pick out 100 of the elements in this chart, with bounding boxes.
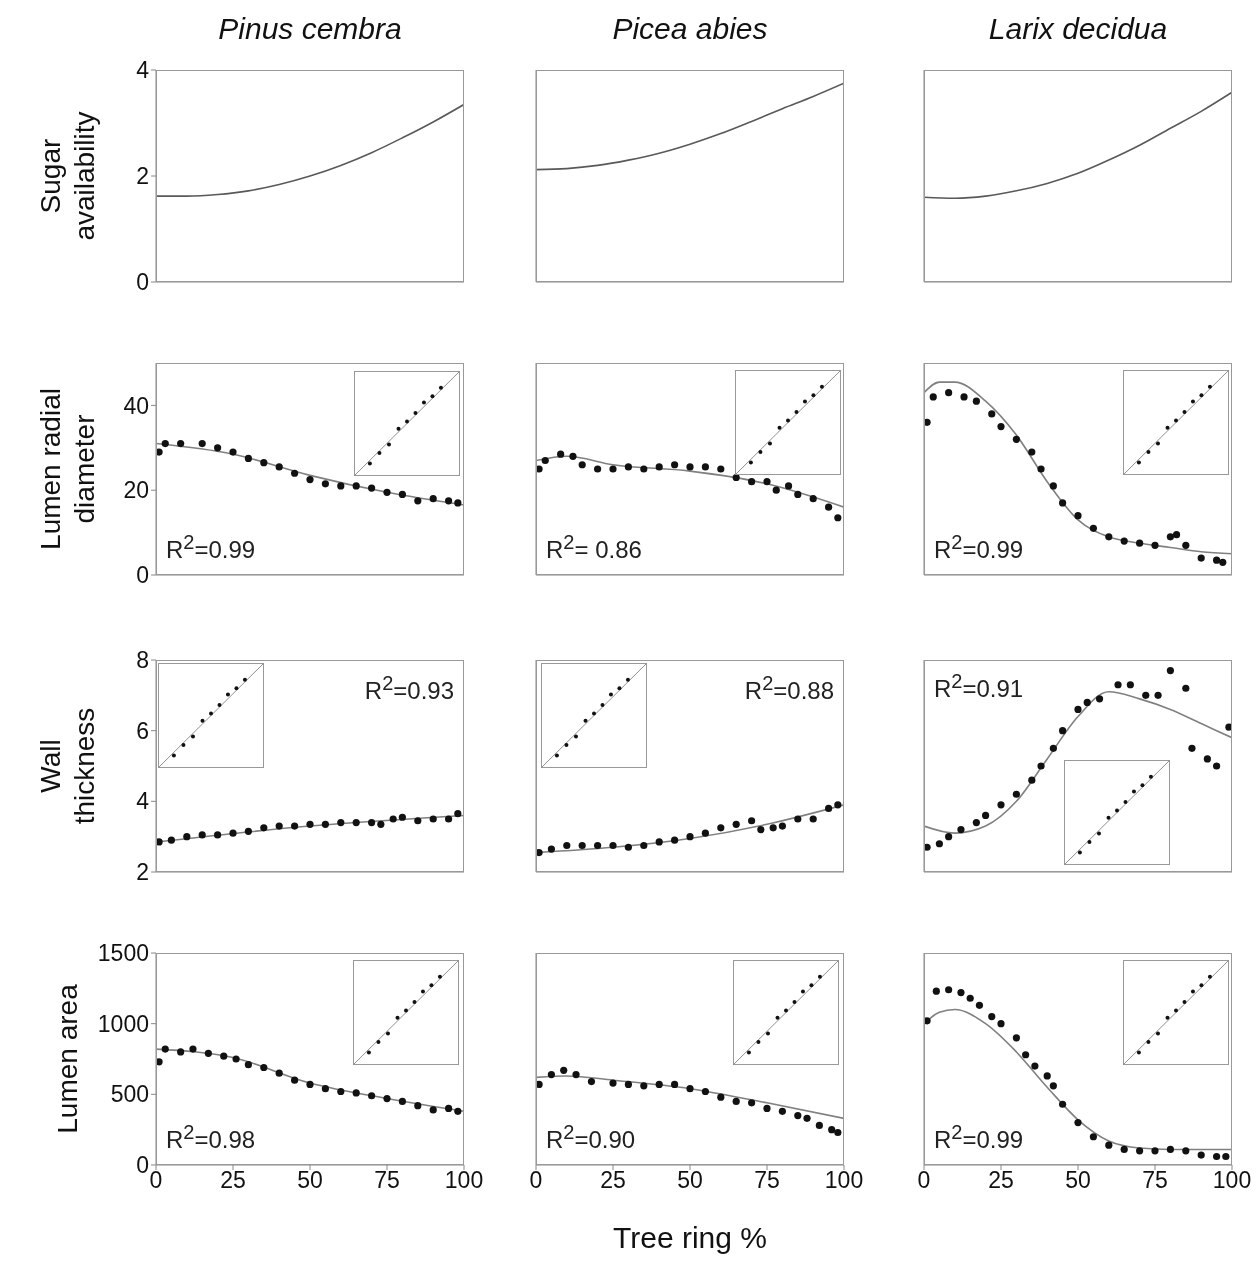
- y-tick-label: 4: [136, 57, 150, 84]
- point: [398, 490, 406, 499]
- point: [624, 1080, 632, 1089]
- point: [1012, 435, 1020, 443]
- point: [177, 1048, 185, 1056]
- point: [563, 841, 571, 850]
- point: [156, 448, 163, 456]
- point: [640, 465, 648, 473]
- annotation: R$^{2}$=0.88: [744, 672, 834, 705]
- y-tick-label: 8: [136, 647, 149, 674]
- point: [640, 1082, 648, 1090]
- point: [383, 1094, 391, 1103]
- point: [1213, 1152, 1221, 1161]
- point: [572, 1070, 580, 1079]
- point: [732, 820, 740, 828]
- point: [717, 1093, 725, 1101]
- point: [198, 439, 206, 448]
- point: [1012, 790, 1020, 798]
- point: [1049, 744, 1057, 752]
- point: [686, 833, 694, 841]
- point: [957, 988, 965, 997]
- point: [924, 843, 931, 851]
- point: [291, 1076, 299, 1084]
- point: [794, 815, 802, 823]
- point: [655, 838, 663, 846]
- point: [945, 833, 953, 841]
- point: [368, 484, 376, 492]
- point: [778, 1107, 786, 1115]
- point: [1043, 1072, 1051, 1080]
- point: [1049, 1082, 1057, 1090]
- point: [306, 476, 314, 484]
- point: [1059, 727, 1067, 735]
- point: [997, 801, 1005, 809]
- x-tick-label: 100: [444, 1167, 484, 1194]
- point: [1037, 762, 1045, 770]
- point: [352, 1089, 360, 1097]
- point: [214, 444, 222, 452]
- point: [935, 840, 943, 848]
- x-tick-label: 100: [824, 1167, 864, 1194]
- y-tick-label: 20: [123, 477, 149, 504]
- point: [244, 454, 252, 462]
- point: [1182, 541, 1190, 549]
- point: [1074, 1119, 1082, 1127]
- point: [1225, 723, 1232, 731]
- line-series: [156, 103, 464, 197]
- point: [275, 1069, 283, 1077]
- point: [671, 461, 679, 469]
- point: [229, 448, 237, 456]
- point: [815, 1121, 823, 1130]
- point: [982, 811, 990, 820]
- point: [972, 818, 980, 827]
- point: [198, 831, 206, 839]
- point: [1083, 698, 1091, 706]
- point: [321, 820, 329, 828]
- point: [204, 1049, 212, 1057]
- point: [1089, 524, 1097, 532]
- point: [321, 1085, 329, 1093]
- point: [686, 1085, 694, 1093]
- y-tick-label: 2: [136, 859, 149, 886]
- point: [609, 1079, 617, 1087]
- point: [337, 1087, 345, 1096]
- point: [536, 848, 543, 857]
- y-tick-label: 500: [110, 1081, 149, 1108]
- point: [701, 829, 709, 837]
- point: [748, 817, 756, 825]
- point: [640, 841, 648, 850]
- chart-title: Pinus cembra: [217, 12, 403, 46]
- point: [1120, 1145, 1128, 1154]
- point: [1037, 465, 1045, 473]
- point: [732, 473, 740, 482]
- point: [1012, 1034, 1020, 1042]
- point: [763, 1104, 771, 1113]
- point: [932, 987, 940, 995]
- point: [594, 465, 602, 473]
- point: [732, 1097, 740, 1105]
- x-tick-label: 75: [374, 1167, 400, 1194]
- point: [1028, 448, 1036, 456]
- point: [624, 463, 632, 471]
- point: [748, 1099, 756, 1107]
- point: [587, 1078, 596, 1086]
- point: [997, 423, 1005, 431]
- point: [414, 497, 422, 505]
- point: [809, 815, 817, 823]
- point: [1197, 554, 1205, 562]
- x-tick-label: 50: [1065, 1167, 1091, 1194]
- point: [220, 1052, 228, 1060]
- point: [260, 1063, 268, 1072]
- point: [1222, 1152, 1230, 1161]
- point: [244, 827, 252, 835]
- point: [368, 1092, 376, 1100]
- point: [1197, 1151, 1205, 1159]
- point: [1126, 681, 1134, 689]
- point: [834, 514, 842, 522]
- point: [229, 829, 237, 837]
- point: [717, 465, 725, 473]
- point: [445, 815, 453, 823]
- point: [1172, 531, 1181, 539]
- point: [960, 393, 968, 401]
- point: [260, 824, 268, 832]
- point: [414, 1102, 422, 1110]
